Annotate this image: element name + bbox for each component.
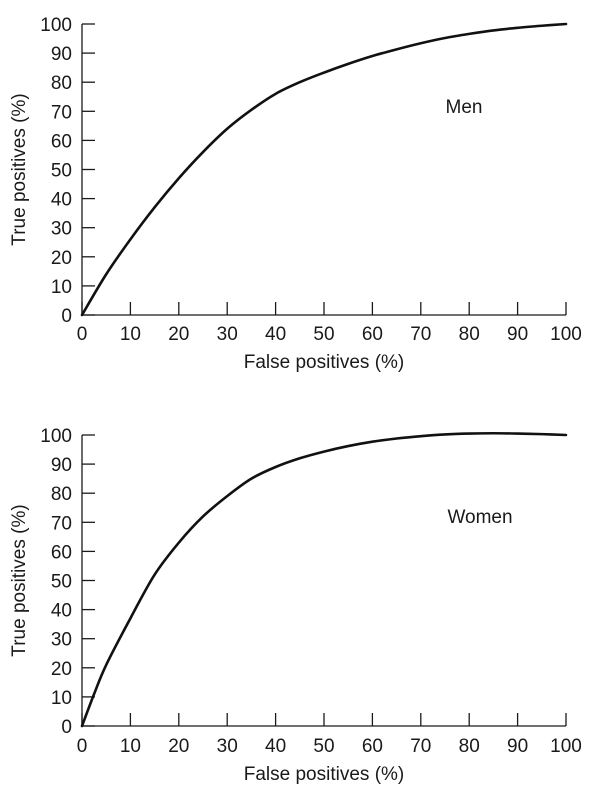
y-tick-label: 10: [51, 688, 72, 709]
x-tick-label: 10: [120, 324, 141, 345]
y-tick-label: 30: [51, 630, 72, 651]
x-axis-title: False positives (%): [244, 352, 405, 373]
curve-annotation-men: Men: [446, 97, 483, 118]
y-tick-label: 0: [61, 717, 72, 738]
y-tick-label: 80: [51, 73, 72, 94]
x-tick-label: 50: [313, 736, 334, 757]
x-tick-label: 30: [217, 736, 238, 757]
x-tick-label: 80: [459, 324, 480, 345]
x-tick-label: 70: [410, 736, 431, 757]
y-tick-label: 30: [51, 219, 72, 240]
x-tick-label: 80: [459, 736, 480, 757]
roc-curve-women: [80, 431, 568, 728]
x-tick-label: 30: [217, 324, 238, 345]
x-tick-label: 100: [550, 324, 582, 345]
x-tick-label: 20: [168, 324, 189, 345]
y-axis-title: True positives (%): [9, 93, 30, 245]
y-tick-label: 90: [51, 455, 72, 476]
y-tick-label: 100: [40, 15, 72, 36]
y-axis-title: True positives (%): [9, 504, 30, 656]
y-tick-label: 50: [51, 572, 72, 593]
curve-annotation-women: Women: [447, 507, 512, 528]
y-tick-label: 40: [51, 190, 72, 211]
y-tick-label: 20: [51, 248, 72, 269]
x-tick-label: 90: [507, 736, 528, 757]
x-tick-label: 60: [362, 736, 383, 757]
x-tick-label: 90: [507, 324, 528, 345]
y-tick-label: 40: [51, 601, 72, 622]
y-tick-label: 70: [51, 102, 72, 123]
x-tick-label: 0: [77, 324, 88, 345]
chart-men: 0 10 20 30 40 50 60 70 80 90 100 0 10 20 30 40 50 60 70 80 9…: [9, 15, 582, 373]
x-tick-label: 40: [265, 324, 286, 345]
y-tick-label: 100: [40, 426, 72, 447]
y-tick-label: 70: [51, 513, 72, 534]
y-tick-label: 20: [51, 659, 72, 680]
y-tick-label: 60: [51, 542, 72, 563]
x-tick-label: 40: [265, 736, 286, 757]
x-tick-label: 100: [550, 736, 582, 757]
x-axis-title: False positives (%): [244, 764, 405, 785]
x-tick-label: 10: [120, 736, 141, 757]
x-tick-label: 20: [168, 736, 189, 757]
x-tick-label: 60: [362, 324, 383, 345]
y-tick-label: 80: [51, 484, 72, 505]
x-tick-label: 50: [313, 324, 334, 345]
y-tick-label: 60: [51, 131, 72, 152]
y-tick-label: 10: [51, 277, 72, 298]
x-tick-label: 70: [410, 324, 431, 345]
x-tick-label: 0: [77, 736, 88, 757]
y-tick-label: 50: [51, 161, 72, 182]
y-tick-label: 0: [61, 306, 72, 327]
chart-women: 0 10 20 30 40 50 60 70 80 90 100 0 10 20 30 40 50 60 70 80 9…: [9, 426, 582, 785]
y-tick-label: 90: [51, 44, 72, 65]
roc-curve-men: [80, 22, 568, 317]
